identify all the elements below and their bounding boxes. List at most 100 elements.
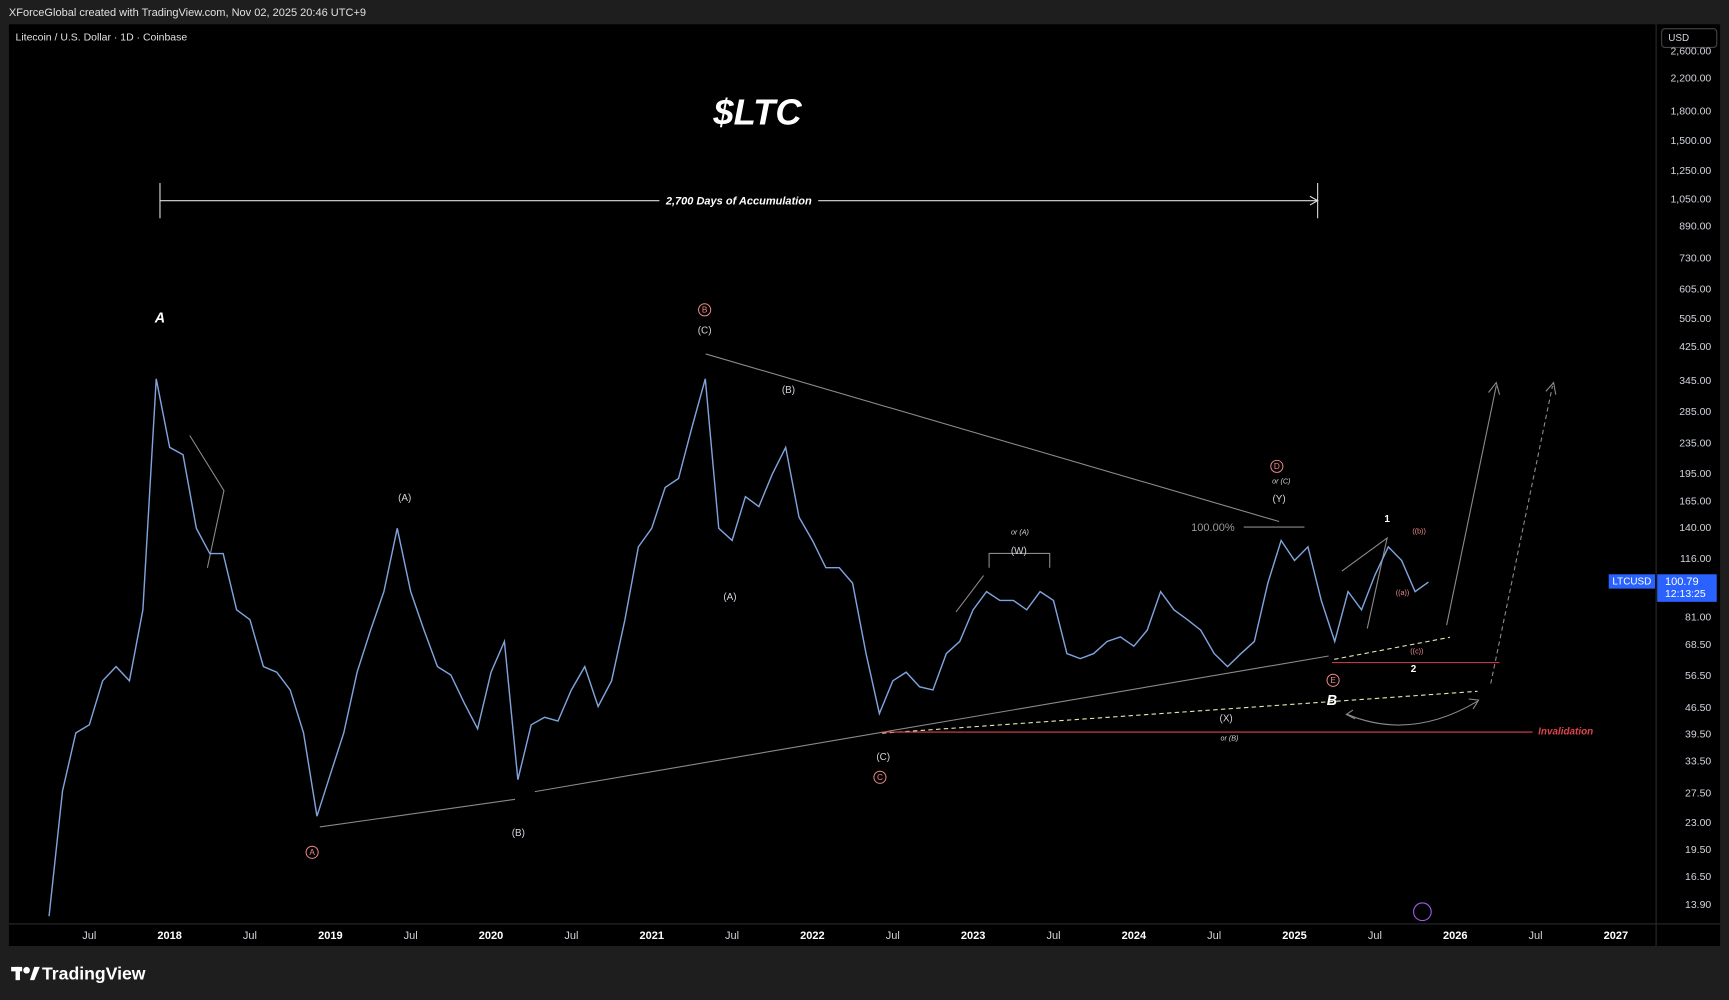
x-tick-label: 2024 — [1122, 930, 1147, 942]
x-tick-label: 2027 — [1604, 930, 1629, 942]
wave-label: or (B) — [1220, 735, 1238, 743]
wave-label: B — [1327, 693, 1337, 709]
y-tick-label: 39.50 — [1685, 730, 1711, 741]
wave-label: or (C) — [1272, 478, 1290, 486]
y-tick-label: 1,800.00 — [1670, 106, 1711, 117]
y-tick-label: 235.00 — [1679, 439, 1711, 450]
y-tick-label: 605.00 — [1679, 284, 1711, 295]
wave-label: 1 — [1384, 514, 1390, 525]
x-tick-label: 2023 — [961, 930, 986, 942]
x-tick-label: 2020 — [479, 930, 504, 942]
wave-label: D — [1274, 462, 1280, 471]
wave-label: Invalidation — [1538, 727, 1593, 738]
y-tick-label: 13.90 — [1685, 900, 1711, 911]
y-tick-label: 2,600.00 — [1670, 46, 1711, 57]
wave-label: (Y) — [1272, 494, 1285, 505]
currency-box[interactable] — [1661, 28, 1718, 48]
wave-label: A — [154, 310, 165, 326]
y-tick-label: 730.00 — [1679, 254, 1711, 265]
symbol-info: Litecoin / U.S. Dollar · 1D · Coinbase — [16, 32, 188, 43]
y-tick-label: 116.00 — [1680, 554, 1711, 565]
logo — [11, 966, 40, 981]
x-tick-label: Jul — [725, 930, 739, 942]
price-tag-text: 100.79 — [1665, 576, 1699, 588]
x-tick-label: Jul — [1368, 930, 1382, 942]
wave-circle — [1270, 459, 1284, 473]
y-tick-label: 1,050.00 — [1670, 194, 1711, 205]
credit: XForceGlobal created with TradingView.co… — [9, 7, 366, 19]
y-tick-label: 2,200.00 — [1670, 74, 1711, 85]
y-tick-label: 46.50 — [1685, 703, 1711, 714]
x-tick-label: 2022 — [800, 930, 825, 942]
wave-label: (A) — [723, 592, 736, 603]
y-tick-label: 81.00 — [1685, 612, 1711, 623]
symbol-tag-text: LTCUSD — [1612, 577, 1651, 588]
x-tick-label: Jul — [564, 930, 578, 942]
chart-title: $LTC — [712, 91, 802, 132]
wave-circle — [1326, 673, 1340, 687]
wave-label: ((b)) — [1412, 527, 1426, 535]
price-line — [48, 378, 1429, 917]
wave-label: 100.00% — [1191, 522, 1235, 534]
x-tick-label: 2026 — [1443, 930, 1468, 942]
y-tick-label: 27.50 — [1685, 789, 1711, 800]
x-tick-label: 2025 — [1282, 930, 1307, 942]
wave-label: ((a)) — [1396, 589, 1410, 597]
x-tick-label: 2019 — [318, 930, 343, 942]
y-tick-label: 140.00 — [1679, 523, 1711, 534]
measure-label: 2,700 Days of Accumulation — [665, 196, 812, 208]
wave-label: (C) — [876, 752, 890, 763]
brand: TradingView — [42, 963, 146, 983]
y-tick-label: 23.00 — [1685, 818, 1711, 829]
x-tick-label: Jul — [1207, 930, 1221, 942]
wave-label: A — [309, 848, 315, 857]
y-tick-label: 16.50 — [1685, 872, 1711, 883]
wave-label: ((c)) — [1410, 647, 1423, 655]
y-tick-label: 425.00 — [1679, 342, 1711, 353]
y-tick-label: 285.00 — [1679, 407, 1711, 418]
x-tick-label: Jul — [243, 930, 257, 942]
wave-label: (B) — [512, 828, 525, 839]
wave-label: B — [702, 306, 708, 315]
y-tick-label: 68.50 — [1685, 640, 1711, 651]
y-tick-label: 890.00 — [1679, 221, 1711, 232]
countdown: 12:13:25 — [1665, 589, 1706, 600]
y-tick-label: 345.00 — [1679, 376, 1711, 387]
x-tick-label: 2018 — [157, 930, 182, 942]
symbol-tag — [1608, 574, 1656, 589]
y-tick-label: 1,250.00 — [1670, 166, 1711, 177]
wave-circle — [305, 845, 319, 859]
y-tick-label: 33.50 — [1685, 757, 1711, 768]
wave-label: (W) — [1011, 546, 1027, 557]
wave-label: (C) — [698, 325, 712, 336]
measure-tool — [159, 183, 1319, 219]
wave-circle — [698, 303, 712, 317]
support-lines — [882, 636, 1533, 734]
y-tick-label: 505.00 — [1679, 314, 1711, 325]
y-tick-label: 195.00 — [1679, 469, 1711, 480]
x-tick-label: 2021 — [639, 930, 664, 942]
x-tick-label: Jul — [1046, 930, 1060, 942]
wave-label: (A) — [398, 493, 411, 504]
icon[interactable] — [1413, 902, 1432, 922]
drawings — [189, 353, 1557, 828]
x-tick-label: Jul — [886, 930, 900, 942]
x-tick-label: Jul — [82, 930, 96, 942]
y-tick-label: 1,500.00 — [1670, 136, 1711, 147]
wave-label: or (A) — [1011, 528, 1029, 536]
wave-label: C — [877, 773, 883, 782]
wave-label: (X) — [1220, 713, 1233, 724]
wave-circle — [873, 770, 887, 784]
x-tick-label: Jul — [1529, 930, 1543, 942]
y-tick-label: 56.50 — [1685, 671, 1711, 682]
wave-label: (B) — [782, 385, 795, 396]
wave-label: E — [1330, 676, 1336, 685]
wave-label: 2 — [1411, 664, 1417, 675]
price-tag — [1657, 574, 1717, 602]
currency[interactable]: USD — [1668, 33, 1689, 44]
x-tick-label: Jul — [404, 930, 418, 942]
plot-area — [8, 24, 1721, 946]
y-tick-label: 19.50 — [1685, 845, 1711, 856]
